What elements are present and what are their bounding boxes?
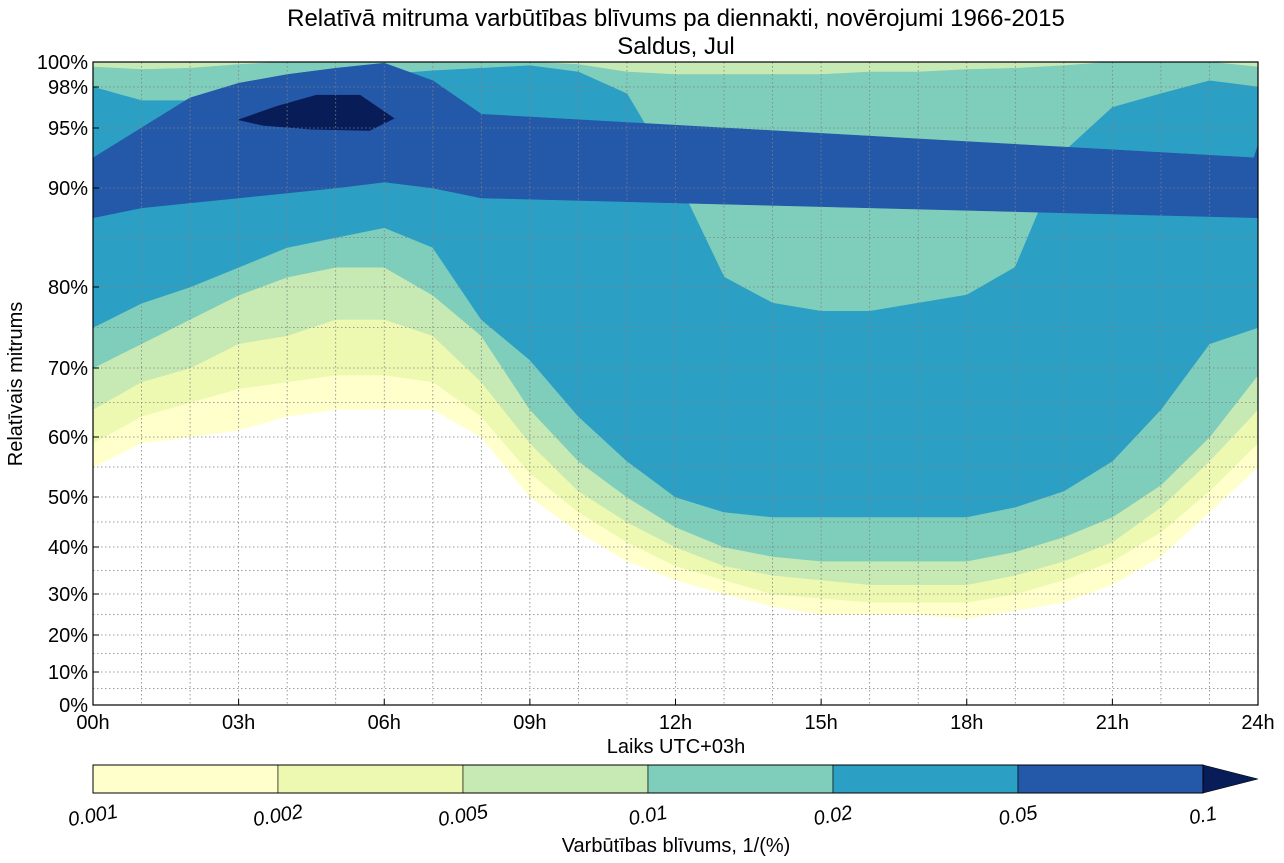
x-axis-label: Laiks UTC+03h [607,736,745,758]
y-tick-label: 40% [48,537,88,559]
y-tick-label: 100% [37,52,88,74]
colorbar-tick-label: 0.05 [997,802,1040,831]
colorbar-tick-label: 0.02 [812,802,854,830]
y-tick-label: 95% [48,118,88,140]
colorbar-segment [92,764,279,794]
x-tick-label: 18h [950,712,983,734]
y-axis: 0% 10% 20% 30% 40% 50% 60% 70% 80% 90% 95% 98% 100% [37,52,99,717]
y-tick-label: 60% [48,427,88,449]
colorbar-label: Varbūtības blīvums, 1/(%) [562,835,791,857]
y-tick-label: 30% [48,584,88,606]
x-tick-label: 06h [368,712,401,734]
colorbar-tick-label: 0.1 [1187,803,1218,829]
colorbar: 0.001 0.002 0.005 0.01 0.02 0.05 0.1 [66,764,1259,832]
x-tick-label: 12h [659,712,692,734]
chart-subtitle: Saldus, Jul [617,33,734,60]
x-tick-label: 21h [1096,712,1129,734]
x-tick-label: 24h [1241,712,1274,734]
y-tick-label: 10% [48,662,88,684]
colorbar-extend-arrow [1202,764,1259,794]
colorbar-segment [832,764,1019,794]
plot-area [92,61,1259,706]
y-tick-label: 50% [48,487,88,509]
colorbar-segment [1017,764,1204,794]
colorbar-tick-label: 0.01 [627,802,669,830]
colorbar-frame [92,764,1204,794]
x-tick-label: 03h [222,712,255,734]
y-tick-label: 98% [48,77,88,99]
colorbar-tick-label: 0.001 [66,801,119,831]
density-band-0.1 [237,94,395,131]
colorbar-segment [462,764,649,794]
x-tick-label: 00h [76,712,109,734]
grid-lines [93,62,1258,705]
colorbar-tick-label: 0.005 [436,801,490,832]
y-tick-label: 70% [48,358,88,380]
y-tick-label: 0% [59,695,88,717]
y-tick-label: 90% [48,178,88,200]
y-axis-label: Relatīvais mitrums [5,302,27,466]
y-tick-label: 80% [48,277,88,299]
x-tick-label: 15h [804,712,837,734]
colorbar-segment [647,764,834,794]
colorbar-segment [277,764,464,794]
x-tick-label: 09h [513,712,546,734]
y-tick-label: 20% [48,625,88,647]
x-axis: 00h 03h 06h 09h 12h 15h 18h 21h 24h [76,699,1275,734]
chart-title: Relatīvā mitruma varbūtības blīvums pa d… [287,5,1065,32]
colorbar-tick-label: 0.002 [251,801,304,831]
